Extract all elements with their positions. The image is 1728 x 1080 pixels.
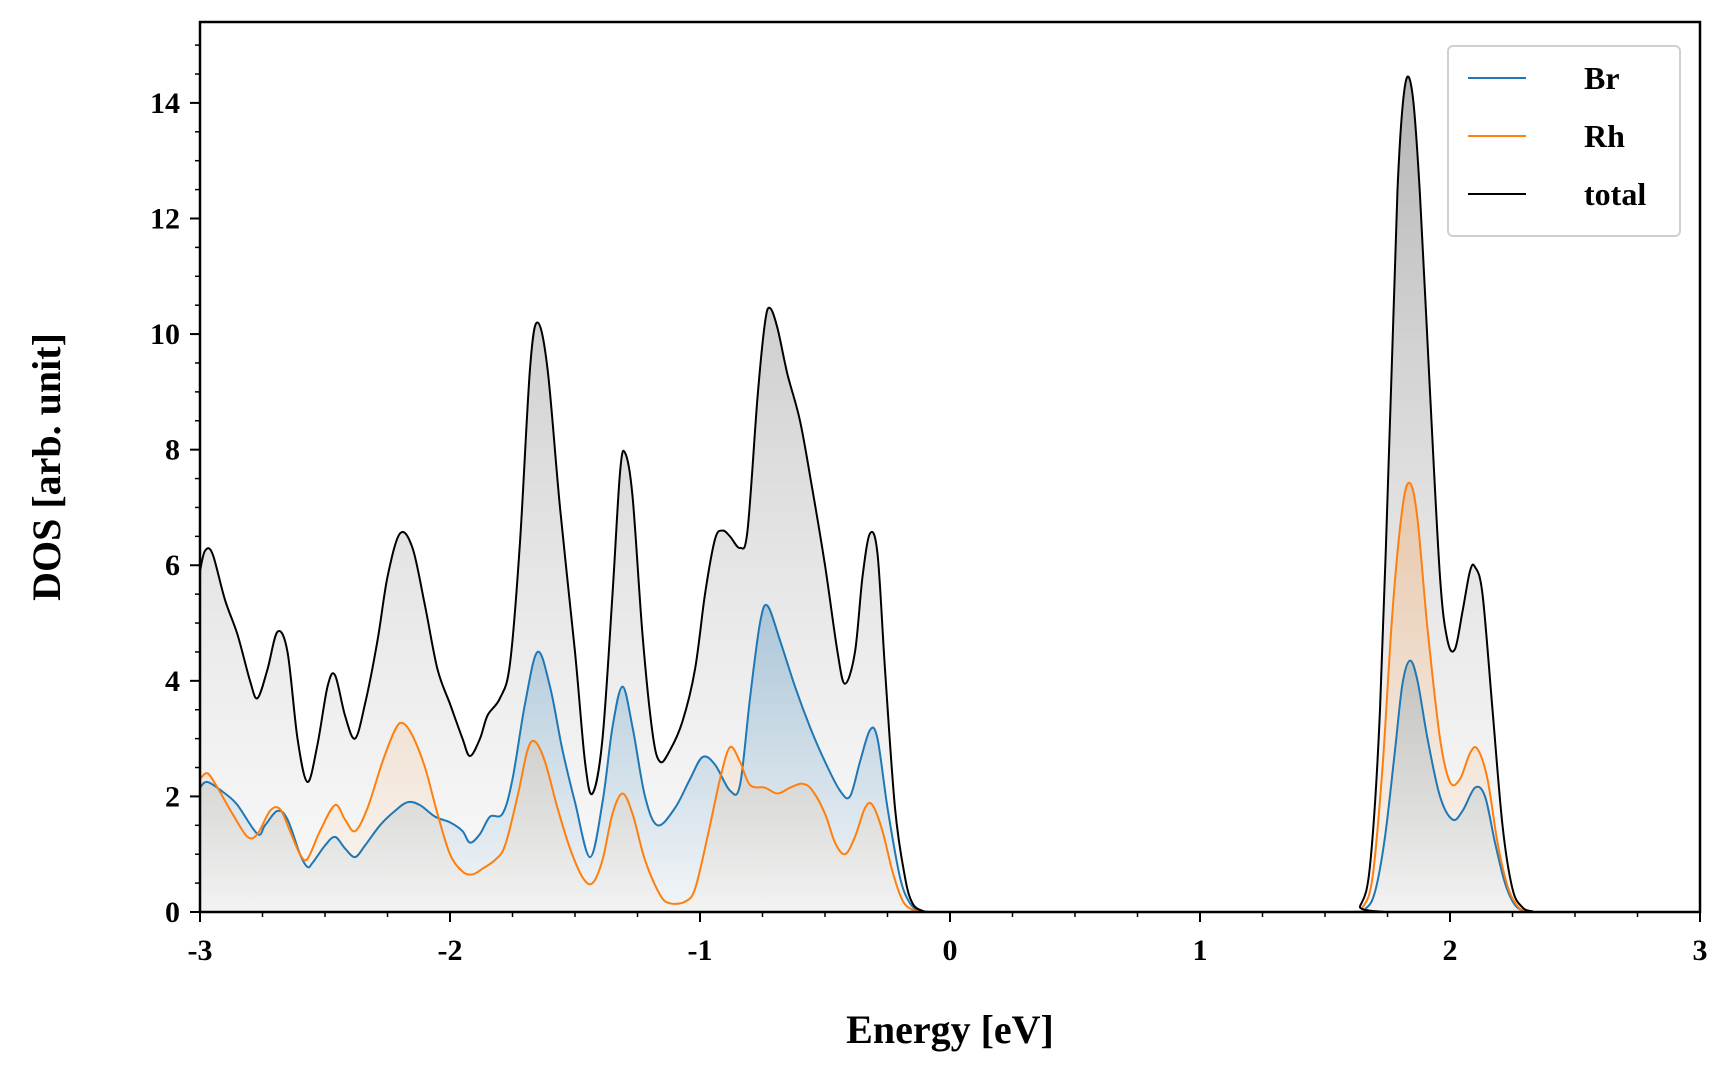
x-tick-label: -1	[688, 934, 713, 967]
x-tick-label: 0	[943, 934, 958, 967]
legend-label-rh: Rh	[1584, 118, 1625, 154]
y-tick-label: 4	[165, 665, 180, 698]
area-fill-br	[200, 604, 1700, 912]
x-axis-label: Energy [eV]	[846, 1007, 1054, 1052]
y-tick-label: 0	[165, 896, 180, 929]
x-tick-label: 2	[1443, 934, 1458, 967]
y-tick-label: 10	[150, 318, 180, 351]
legend-box	[1447, 45, 1681, 237]
y-tick-label: 14	[150, 87, 180, 120]
y-axis-label: DOS [arb. unit]	[24, 333, 69, 601]
x-tick-label: -2	[438, 934, 463, 967]
legend-label-br: Br	[1584, 60, 1620, 96]
legend: Br Rh total	[1447, 45, 1681, 237]
area-fill-total	[200, 76, 1700, 912]
series-line-br	[200, 603, 1700, 912]
legend-label-total: total	[1584, 176, 1646, 212]
series-line-rh	[200, 481, 1700, 912]
y-tick-label: 8	[165, 434, 180, 467]
y-tick-label: 6	[165, 549, 180, 582]
x-tick-label: 1	[1193, 934, 1208, 967]
y-tick-label: 12	[150, 202, 180, 235]
x-tick-label: -3	[188, 934, 213, 967]
x-tick-label: 3	[1693, 934, 1708, 967]
series-line-total	[200, 75, 1700, 912]
y-tick-label: 2	[165, 780, 180, 813]
